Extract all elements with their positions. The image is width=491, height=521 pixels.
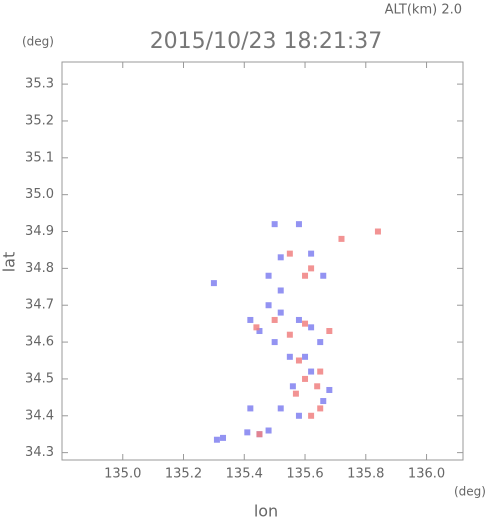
chart-title: 2015/10/23 18:21:37 — [150, 29, 383, 54]
echo-point — [314, 383, 321, 390]
echo-point — [374, 228, 381, 235]
x-tick-label: 136.0 — [408, 467, 445, 482]
echo-point — [271, 221, 278, 228]
x-tick-label: 135.4 — [226, 467, 263, 482]
y-tick-label: 34.3 — [25, 445, 54, 460]
x-unit: (deg) — [454, 485, 486, 499]
echo-point — [295, 221, 302, 228]
y-axis-label: lat — [0, 252, 19, 273]
echo-point — [317, 339, 324, 346]
echo-point — [265, 302, 272, 309]
echo-point — [289, 383, 296, 390]
echo-point — [277, 254, 284, 261]
y-tick-label: 35.0 — [25, 187, 54, 202]
x-tick-label: 135.8 — [347, 467, 384, 482]
echo-point — [213, 436, 220, 443]
echo-point — [247, 316, 254, 323]
echo-point — [302, 375, 309, 382]
y-tick-label: 35.2 — [25, 113, 54, 128]
echo-point — [253, 324, 260, 331]
altitude-label: ALT(km) 2.0 — [385, 3, 462, 18]
plot-frame — [61, 61, 464, 461]
echo-point — [265, 427, 272, 434]
y-tick-label: 35.3 — [25, 77, 54, 92]
echo-point — [302, 272, 309, 279]
echo-point — [308, 265, 315, 272]
echo-point — [292, 390, 299, 397]
echo-point — [320, 272, 327, 279]
echo-point — [277, 405, 284, 412]
echo-point — [244, 429, 251, 436]
echo-point — [302, 320, 309, 327]
echo-point — [308, 250, 315, 257]
echo-point — [277, 309, 284, 316]
echo-point — [308, 412, 315, 419]
y-tick-label: 34.7 — [25, 298, 54, 313]
echo-point — [271, 339, 278, 346]
echo-point — [308, 324, 315, 331]
echo-point — [317, 368, 324, 375]
y-tick-label: 34.5 — [25, 371, 54, 386]
x-axis-label: lon — [254, 502, 278, 521]
x-tick-label: 135.0 — [104, 467, 141, 482]
echo-point — [320, 398, 327, 405]
x-tick-label: 135.6 — [286, 467, 323, 482]
y-tick-label: 34.4 — [25, 408, 54, 423]
echo-point — [295, 316, 302, 323]
echo-point — [302, 353, 309, 360]
y-tick-label: 34.6 — [25, 335, 54, 350]
y-tick-label: 34.9 — [25, 224, 54, 239]
y-tick-label: 34.8 — [25, 261, 54, 276]
echo-point — [326, 328, 333, 335]
echo-point — [286, 353, 293, 360]
echo-point — [317, 405, 324, 412]
echo-point — [286, 250, 293, 257]
echo-point — [271, 316, 278, 323]
echo-point — [256, 328, 263, 335]
echo-point — [220, 434, 227, 441]
echo-point — [277, 287, 284, 294]
echo-point — [326, 386, 333, 393]
echo-point — [308, 368, 315, 375]
echo-point — [286, 331, 293, 338]
y-unit: (deg) — [22, 35, 54, 49]
echo-point — [338, 235, 345, 242]
echo-point — [295, 412, 302, 419]
echo-point — [256, 431, 263, 438]
echo-point — [265, 272, 272, 279]
echo-point — [295, 357, 302, 364]
y-tick-label: 35.1 — [25, 150, 54, 165]
echo-point — [210, 280, 217, 287]
x-tick-label: 135.2 — [165, 467, 202, 482]
echo-point — [247, 405, 254, 412]
